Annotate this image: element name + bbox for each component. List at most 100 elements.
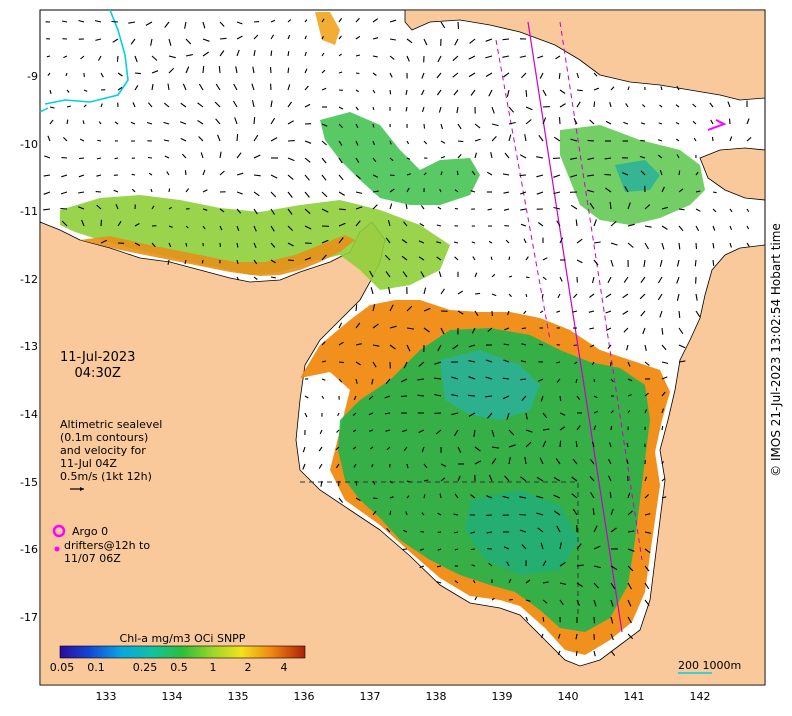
- velocity-arrow: [406, 327, 414, 330]
- velocity-arrow: [96, 174, 102, 177]
- velocity-arrow: [610, 599, 614, 607]
- velocity-arrow: [405, 203, 408, 210]
- velocity-arrow: [658, 139, 663, 142]
- velocity-arrow: [453, 241, 459, 244]
- velocity-arrow: [556, 310, 561, 313]
- velocity-arrow: [372, 174, 379, 178]
- velocity-arrow: [368, 412, 374, 416]
- velocity-arrow: [163, 102, 170, 108]
- velocity-arrow: [287, 174, 294, 181]
- velocity-arrow: [587, 157, 595, 161]
- velocity-arrow: [508, 578, 512, 584]
- velocity-arrow: [454, 38, 459, 46]
- velocity-arrow: [454, 429, 459, 436]
- velocity-arrow: [355, 17, 360, 23]
- velocity-arrow: [657, 154, 663, 159]
- velocity-arrow: [590, 344, 595, 348]
- velocity-arrow: [287, 67, 290, 74]
- velocity-arrow: [503, 359, 510, 363]
- velocity-arrow: [134, 55, 138, 63]
- velocity-arrow: [60, 191, 68, 195]
- velocity-arrow: [370, 287, 374, 295]
- velocity-arrow: [436, 565, 442, 568]
- velocity-arrow: [185, 66, 190, 74]
- velocity-arrow: [541, 633, 544, 638]
- velocity-arrow: [287, 101, 293, 108]
- velocity-arrow: [287, 19, 292, 23]
- velocity-arrow: [644, 344, 647, 352]
- velocity-arrow: [405, 511, 408, 516]
- velocity-arrow: [746, 136, 752, 142]
- velocity-arrow: [678, 360, 686, 363]
- velocity-arrow: [60, 207, 68, 210]
- velocity-arrow: [251, 100, 255, 108]
- velocity-arrow: [519, 154, 527, 159]
- velocity-arrow: [304, 191, 310, 198]
- velocity-arrow: [251, 83, 255, 91]
- velocity-arrow: [556, 361, 561, 364]
- velocity-arrow: [338, 106, 344, 110]
- velocity-arrow: [185, 242, 188, 247]
- velocity-arrow: [468, 55, 476, 60]
- velocity-arrow: [97, 139, 102, 142]
- velocity-arrow: [114, 121, 119, 125]
- velocity-arrow: [44, 155, 51, 159]
- velocity-arrow: [386, 446, 391, 451]
- velocity-arrow: [575, 378, 578, 383]
- chl-patch-gulf-green: [338, 328, 650, 632]
- velocity-arrow: [83, 89, 88, 92]
- velocity-arrow: [678, 188, 684, 193]
- velocity-arrow: [406, 344, 411, 352]
- velocity-arrow: [253, 117, 256, 125]
- velocity-arrow: [644, 582, 650, 590]
- velocity-arrow: [270, 242, 276, 248]
- velocity-arrow: [168, 225, 173, 228]
- velocity-arrow: [406, 480, 411, 483]
- velocity-arrow: [417, 394, 425, 397]
- velocity-arrow: [695, 242, 698, 249]
- velocity-arrow: [202, 51, 210, 57]
- velocity-arrow: [451, 412, 459, 416]
- velocity-arrow: [219, 170, 225, 176]
- velocity-arrow: [440, 463, 447, 467]
- velocity-arrow: [503, 546, 510, 550]
- velocity-arrow: [270, 34, 275, 40]
- velocity-arrow: [95, 38, 102, 41]
- velocity-arrow: [593, 101, 596, 108]
- velocity-arrow: [541, 293, 544, 298]
- velocity-arrow: [355, 322, 361, 329]
- velocity-arrow: [470, 89, 476, 96]
- y-tick: -9: [27, 70, 38, 83]
- velocity-arrow: [436, 256, 442, 261]
- velocity-arrow: [335, 446, 340, 451]
- velocity-arrow: [440, 123, 444, 130]
- velocity-arrow: [185, 38, 192, 45]
- velocity-arrow: [318, 446, 323, 452]
- velocity-arrow: [454, 548, 459, 551]
- velocity-arrow: [490, 256, 493, 261]
- velocity-arrow: [236, 259, 239, 265]
- velocity-arrow: [372, 497, 378, 500]
- velocity-arrow: [627, 361, 631, 367]
- x-tick: 136: [293, 690, 315, 703]
- velocity-arrow: [538, 134, 544, 142]
- velocity-arrow: [593, 72, 598, 77]
- velocity-arrow: [355, 304, 358, 312]
- velocity-arrow: [627, 378, 633, 382]
- velocity-arrow: [593, 219, 597, 227]
- chl-patch-gulf-teal-2: [465, 490, 580, 575]
- velocity-arrow: [508, 293, 512, 298]
- velocity-arrow: [542, 257, 548, 261]
- velocity-arrow: [536, 191, 544, 195]
- velocity-arrow: [559, 426, 566, 431]
- velocity-arrow: [537, 222, 544, 227]
- velocity-arrow: [134, 85, 139, 91]
- velocity-arrow: [556, 525, 561, 533]
- velocity-arrow: [321, 69, 326, 74]
- velocity-arrow: [437, 55, 442, 63]
- velocity-arrow: [423, 123, 426, 129]
- velocity-arrow: [485, 55, 493, 59]
- velocity-arrow: [421, 512, 425, 516]
- velocity-arrow: [661, 496, 667, 499]
